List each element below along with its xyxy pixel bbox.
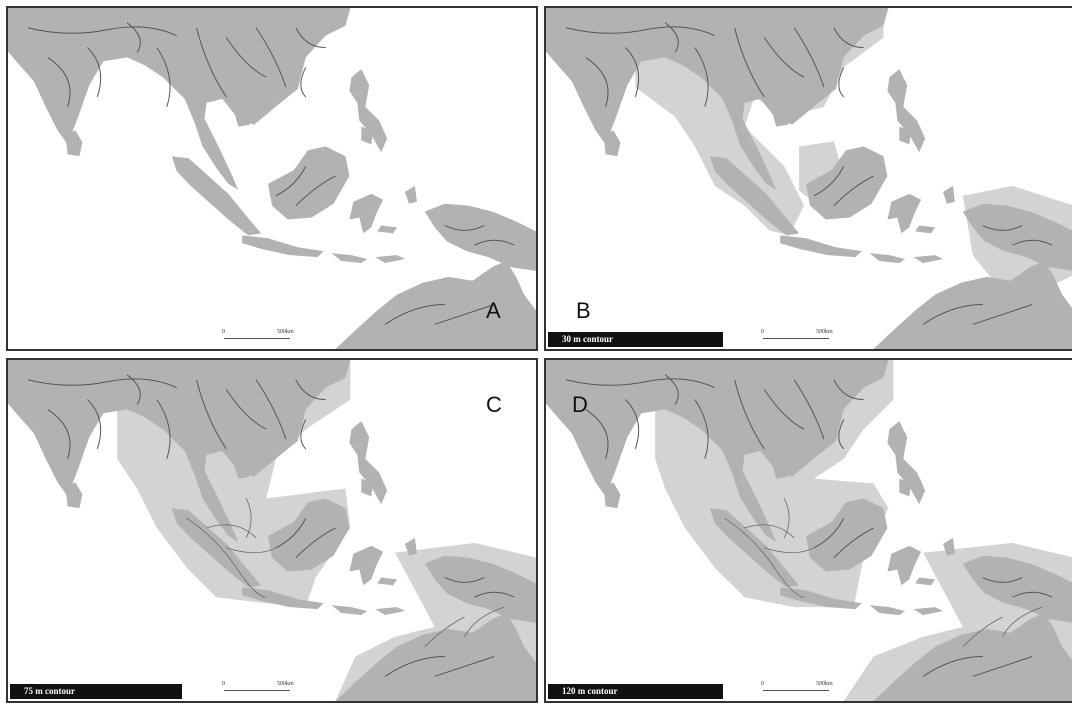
panel-letter: C <box>486 392 502 417</box>
sea-level-map <box>8 8 536 349</box>
scale-bar: 0 500km <box>222 681 302 693</box>
scale-bar: 0 500km <box>761 681 841 693</box>
contour-label: 30 m contour <box>548 332 723 347</box>
scale-distance-label: 500km <box>277 329 294 335</box>
panel-letter: D <box>572 392 588 417</box>
map-panel-a: A 0 500km <box>6 6 538 351</box>
scale-zero-label: 0 <box>222 681 225 687</box>
contour-label: 75 m contour <box>10 684 182 699</box>
scale-zero-label: 0 <box>761 329 764 335</box>
panel-letter: A <box>486 298 501 323</box>
scale-zero-label: 0 <box>222 329 225 335</box>
sea-level-map <box>8 360 536 701</box>
panel-letter: B <box>576 298 591 323</box>
scale-bar: 0 500km <box>222 329 302 341</box>
scale-distance-label: 500km <box>816 329 833 335</box>
map-panel-d: D 120 m contour 0 500km <box>544 358 1072 703</box>
scale-distance-label: 500km <box>277 681 294 687</box>
scale-bar: 0 500km <box>761 329 841 341</box>
scale-distance-label: 500km <box>816 681 833 687</box>
scale-zero-label: 0 <box>761 681 764 687</box>
contour-label: 120 m contour <box>548 684 723 699</box>
map-panel-c: C 75 m contour 0 500km <box>6 358 538 703</box>
sea-level-map <box>546 360 1072 701</box>
sea-level-map <box>546 8 1072 349</box>
map-panel-b: B 30 m contour 0 500km <box>544 6 1072 351</box>
